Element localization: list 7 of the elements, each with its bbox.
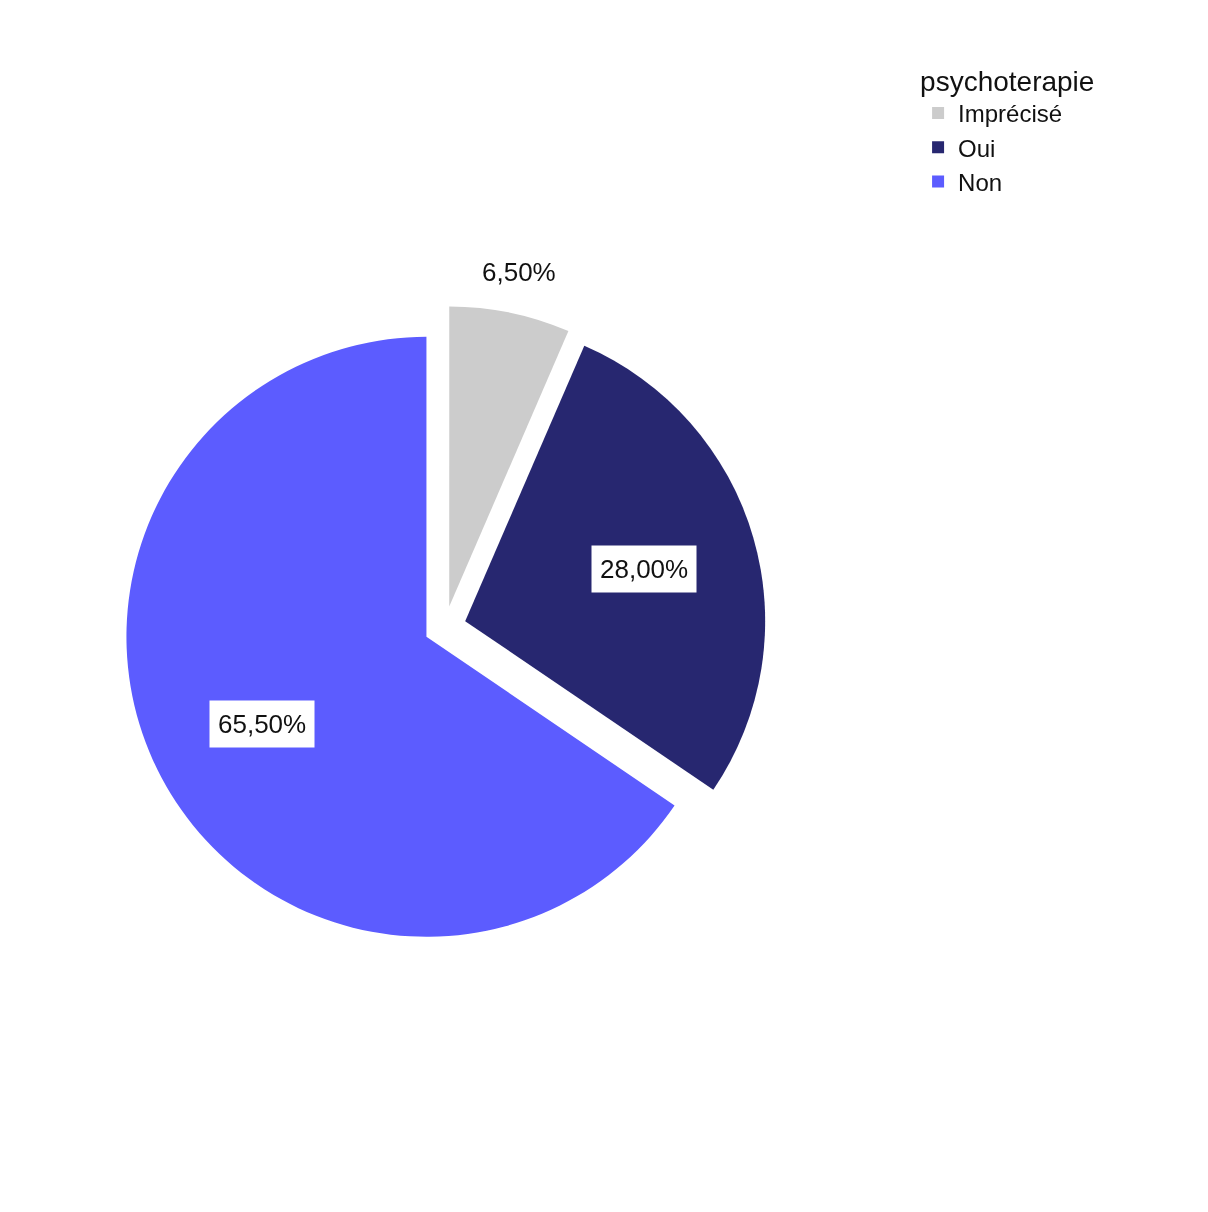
legend-label: Non — [958, 168, 1003, 196]
legend-title: psychoterapie — [920, 65, 1095, 97]
data-label: 6,50% — [482, 257, 556, 287]
data-label: 65,50% — [218, 709, 307, 739]
legend-label: Oui — [958, 134, 996, 162]
legend-label: Imprécisé — [958, 100, 1063, 128]
data-label: 28,00% — [600, 554, 689, 584]
